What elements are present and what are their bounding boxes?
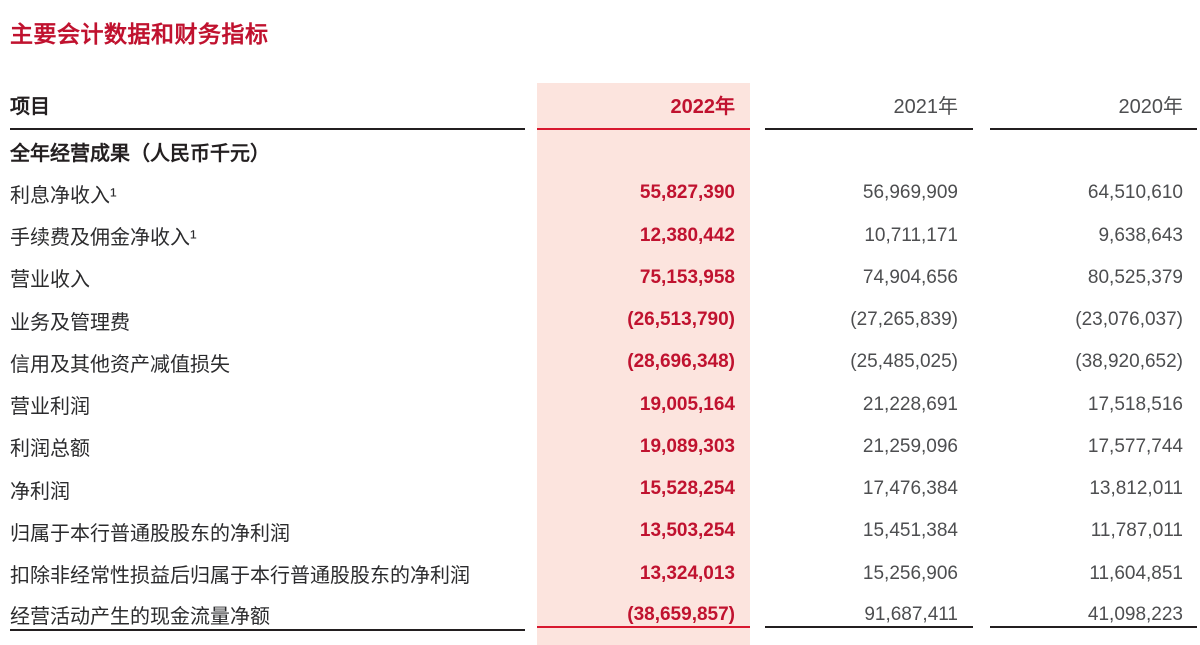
value-2020: 41,098,223 [990,604,1197,628]
value-2022: (38,659,857) [537,604,750,628]
value-2022: 13,324,013 [639,562,735,584]
row-label: 营业利润 [10,396,90,419]
table-row: 经营活动产生的现金流量净额 (38,659,857) 91,687,411 41… [0,595,1200,637]
table-row: 利润总额 19,089,303 21,259,096 17,577,744 [0,426,1200,468]
row-label: 利息净收入¹ [10,184,117,207]
value-2021: (27,265,839) [850,309,958,331]
row-label: 利润总额 [10,438,90,461]
table-header-row: 项目 2022年 2021年 2020年 [0,83,1200,130]
highlight-column-2022 [537,83,750,645]
value-2021: 56,969,909 [862,182,958,204]
value-2021: 21,228,691 [862,393,958,415]
row-label: 营业收入 [10,269,90,292]
value-2021: (25,485,025) [850,351,958,373]
value-2022: (28,696,348) [627,351,735,373]
row-label: 净利润 [10,480,70,503]
row-label: 业务及管理费 [10,311,130,334]
row-label: 手续费及佣金净收入¹ [10,227,197,250]
section-header: 全年经营成果（人民币千元） [10,142,270,165]
value-2022: 55,827,390 [639,182,735,204]
table-row: 营业利润 19,005,164 21,228,691 17,518,516 [0,384,1200,426]
value-2022: 15,528,254 [639,478,735,500]
value-2022: (26,513,790) [627,309,735,331]
page-title: 主要会计数据和财务指标 [10,21,269,47]
value-2020: 80,525,379 [1087,266,1183,288]
value-2020: 11,604,851 [1089,562,1183,584]
value-2020: 64,510,610 [1087,182,1183,204]
value-2021: 10,711,171 [864,224,958,246]
table-row: 营业收入 75,153,958 74,904,656 80,525,379 [0,257,1200,299]
row-label: 经营活动产生的现金流量净额 [10,600,525,632]
value-2022: 13,503,254 [639,520,735,542]
value-2020: 17,577,744 [1087,435,1183,457]
table-row: 利息净收入¹ 55,827,390 56,969,909 64,510,610 [0,172,1200,214]
column-header-2021: 2021年 [765,83,973,130]
row-label: 信用及其他资产减值损失 [10,353,230,376]
table-row: 信用及其他资产减值损失 (28,696,348) (25,485,025) (3… [0,341,1200,383]
value-2021: 91,687,411 [765,604,973,628]
value-2022: 12,380,442 [639,224,735,246]
value-2021: 17,476,384 [862,478,958,500]
financial-table: 项目 2022年 2021年 2020年 全年经营成果（人民币千元） 利息净收入… [0,83,1200,637]
table-row: 手续费及佣金净收入¹ 12,380,442 10,711,171 9,638,6… [0,215,1200,257]
section-header-row: 全年经营成果（人民币千元） [0,130,1200,172]
value-2020: 17,518,516 [1087,393,1183,415]
value-2020: 11,787,011 [1090,520,1183,542]
value-2021: 21,259,096 [862,435,958,457]
table-body: 利息净收入¹ 55,827,390 56,969,909 64,510,610 … [0,172,1200,637]
value-2021: 15,451,384 [862,520,958,542]
table-row: 业务及管理费 (26,513,790) (27,265,839) (23,076… [0,299,1200,341]
value-2020: (38,920,652) [1075,351,1183,373]
value-2021: 15,256,906 [862,562,958,584]
value-2021: 74,904,656 [862,266,958,288]
row-label: 归属于本行普通股股东的净利润 [10,522,290,545]
column-header-2020: 2020年 [990,83,1197,130]
value-2022: 75,153,958 [639,266,735,288]
table-row: 净利润 15,528,254 17,476,384 13,812,011 [0,468,1200,510]
value-2020: 13,812,011 [1089,478,1183,500]
value-2022: 19,005,164 [639,393,735,415]
table-row: 归属于本行普通股股东的净利润 13,503,254 15,451,384 11,… [0,510,1200,552]
column-header-item: 项目 [10,83,525,130]
column-header-2022: 2022年 [537,83,750,130]
row-label: 扣除非经常性损益后归属于本行普通股股东的净利润 [10,565,470,588]
table-row: 扣除非经常性损益后归属于本行普通股股东的净利润 13,324,013 15,25… [0,553,1200,595]
value-2020: 9,638,643 [1098,224,1183,246]
value-2020: (23,076,037) [1075,309,1183,331]
value-2022: 19,089,303 [639,435,735,457]
